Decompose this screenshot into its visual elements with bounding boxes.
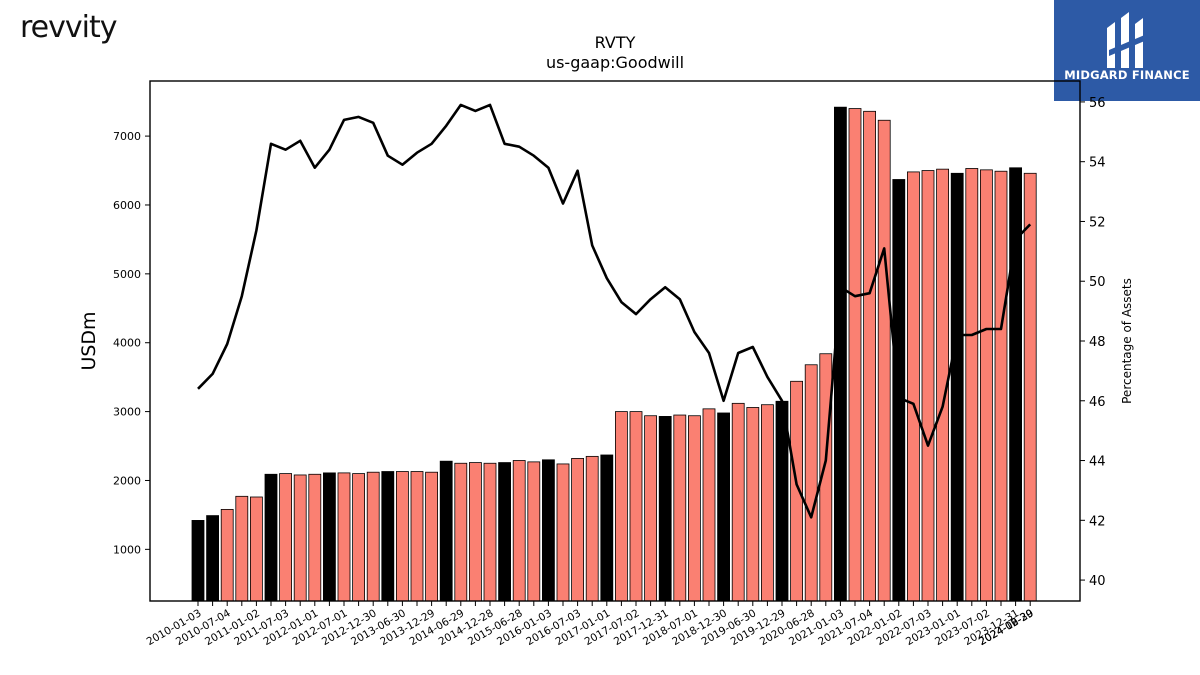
bar-2013-09-29 xyxy=(410,471,424,602)
bar-2013-03-31 xyxy=(381,471,395,602)
bar-2014-03-30 xyxy=(439,460,453,602)
bar-2011-07-03 xyxy=(279,473,293,602)
y2-axis-label: Percentage of Assets xyxy=(1120,278,1134,404)
bar-2022-07-03 xyxy=(921,170,935,602)
bar-2010-04-04 xyxy=(206,515,220,602)
y-tick-label: 7000 xyxy=(113,130,141,143)
bar-2012-04-01 xyxy=(322,472,336,602)
y2-tick-label: 50 xyxy=(1089,275,1106,290)
y2-tick-label: 48 xyxy=(1089,335,1106,350)
bar-2017-12-31 xyxy=(658,416,672,602)
bar-2023-04-02 xyxy=(965,168,979,602)
bar-2013-06-30 xyxy=(395,471,409,602)
bar-2019-06-30 xyxy=(746,407,760,602)
bar-2012-12-30 xyxy=(366,471,380,602)
bar-2013-12-29 xyxy=(425,471,439,602)
y2-tick-label: 56 xyxy=(1089,96,1106,111)
bar-2018-12-30 xyxy=(717,412,730,602)
y2-tick-label: 54 xyxy=(1089,156,1106,171)
bar-2021-04-04 xyxy=(848,108,862,602)
bar-2021-10-03 xyxy=(877,119,891,602)
bar-2015-06-28 xyxy=(512,460,526,602)
bar-2011-01-02 xyxy=(249,496,263,602)
line-series xyxy=(197,103,1032,519)
bar-2024-03-31 xyxy=(1023,172,1037,602)
y2-tick-label: 42 xyxy=(1089,514,1106,529)
revvity-logo: revvity xyxy=(20,10,117,45)
bar-2010-01-03 xyxy=(191,520,205,602)
bar-2023-12-31 xyxy=(1009,167,1022,602)
y2-tick-label: 52 xyxy=(1089,215,1106,230)
y-tick-label: 5000 xyxy=(113,268,141,281)
y-tick-label: 3000 xyxy=(113,406,141,419)
y2-tick-label: 40 xyxy=(1089,574,1106,589)
bar-2019-09-29 xyxy=(761,404,774,602)
y-tick-label: 4000 xyxy=(113,337,141,350)
bar-2018-04-01 xyxy=(673,414,687,602)
bar-2016-04-03 xyxy=(556,463,570,602)
midgard-finance-label: MIDGARD FINANCE xyxy=(1064,68,1190,82)
bar-2014-06-29 xyxy=(454,462,468,602)
bar-2010-10-03 xyxy=(235,495,249,602)
bar-2018-07-01 xyxy=(688,415,701,602)
bar-2011-10-02 xyxy=(293,474,307,602)
bar-2023-01-01 xyxy=(950,172,964,602)
bar-2023-07-02 xyxy=(980,169,993,602)
bar-2010-07-04 xyxy=(220,508,234,602)
bar-2021-07-04 xyxy=(863,110,876,602)
y-axis-label: USDm xyxy=(78,311,100,370)
y-tick-label: 1000 xyxy=(113,543,141,556)
bar-2023-10-01 xyxy=(994,170,1008,602)
bar-2017-01-01 xyxy=(600,454,614,602)
bar-2017-04-02 xyxy=(615,411,628,602)
y2-tick-label: 46 xyxy=(1089,395,1106,410)
bar-2021-01-03 xyxy=(834,106,847,602)
chart-subtitle: us-gaap:Goodwill xyxy=(546,53,684,72)
midgard-logo-icon xyxy=(1107,12,1147,68)
bar-series xyxy=(191,106,1037,602)
chart-title: RVTY xyxy=(595,33,636,52)
bar-2017-10-01 xyxy=(644,415,657,602)
midgard-finance-badge: MIDGARD FINANCE xyxy=(1054,0,1200,101)
bar-2015-03-29 xyxy=(498,462,512,602)
bar-2019-03-31 xyxy=(731,402,745,602)
y-tick-label: 2000 xyxy=(113,474,141,487)
bar-2012-01-01 xyxy=(308,473,322,602)
bar-2012-09-30 xyxy=(352,473,366,602)
bar-2011-04-03 xyxy=(264,473,278,602)
bar-2022-04-03 xyxy=(907,171,920,602)
bar-2020-06-28 xyxy=(804,364,818,602)
y-tick-label: 6000 xyxy=(113,199,141,212)
bar-2014-12-28 xyxy=(483,462,497,602)
y2-tick-label: 44 xyxy=(1089,455,1106,470)
bar-2016-10-02 xyxy=(585,455,599,602)
bar-2017-07-02 xyxy=(629,411,643,602)
bar-2014-09-28 xyxy=(468,462,482,602)
bar-2012-07-01 xyxy=(337,472,351,602)
bar-2016-07-03 xyxy=(571,458,584,602)
percentage-of-assets-line xyxy=(197,103,1032,519)
bar-2018-09-30 xyxy=(702,408,716,602)
bar-2015-09-27 xyxy=(527,461,541,602)
bar-2016-01-03 xyxy=(542,459,555,602)
